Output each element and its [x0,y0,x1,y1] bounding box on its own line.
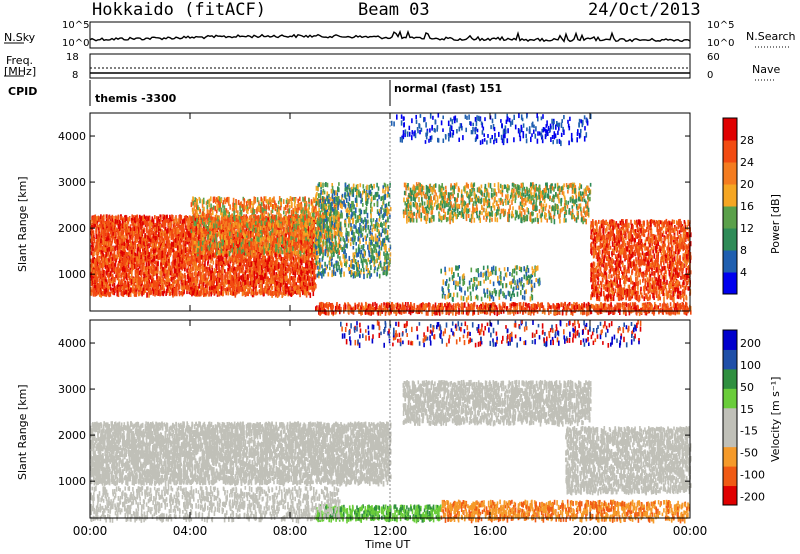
x-tick-label: 00:00 [73,524,108,538]
velocity-colorbar-segment [723,330,737,350]
nsky-panel-frame [89,21,691,49]
velocity-colorbar-segment [723,466,737,487]
x-tick-label: 20:00 [573,524,608,538]
power-panel-ytick-label: 1000 [58,268,86,281]
velocity-colorbar-frame [722,329,738,506]
velocity-echo-high [340,320,642,348]
power-echo-band [402,182,592,225]
power-colorbar-tick: 28 [740,134,754,147]
nsky-tick-top: 10^5 [62,20,89,31]
nsearch-tick-bottom: 10^0 [707,38,734,49]
date-title: 24/Oct/2013 [588,0,701,20]
velocity-colorbar-tick: 100 [740,359,761,372]
velocity-colorbar-segment [723,427,737,448]
nsky-series-line [89,29,691,43]
velocity-colorbar-segment [723,349,737,370]
nsky-tick-bottom: 10^0 [62,38,89,49]
velocity-echo-main [90,421,392,487]
power-colorbar-tick: 12 [740,222,754,235]
power-echo-evening [90,214,317,298]
cpid-label: CPID [8,85,37,98]
velocity-colorbar-tick: 50 [740,381,754,394]
velocity-echo-upper [402,379,592,427]
power-colorbar-segment [723,206,737,229]
freq-tick-top: 18 [66,52,79,63]
freq-label: Freq. [6,54,33,67]
x-tick-label: 00:00 [673,524,708,538]
power-colorbar-segment [723,184,737,207]
velocity-colorbar-tick: -50 [740,447,758,460]
x-tick-label: 16:00 [473,524,508,538]
power-echo-ground [315,301,692,317]
power-colorbar-tick: 16 [740,200,754,213]
nave-tick-bottom: 0 [707,70,713,81]
velocity-echo-lower [90,485,341,524]
power-colorbar-segment [723,118,737,141]
radar-title: Hokkaido (fitACF) [92,0,266,20]
nave-label: Nave [752,63,780,76]
cpid-mode-2: normal (fast) 151 [394,82,502,95]
freq-tick-bottom: 8 [72,70,78,81]
cpid-mode-1: themis -3300 [95,92,176,105]
nsearch-tick-top: 10^5 [707,20,734,31]
velocity-echo-orange [440,499,691,524]
power-echo-morning [590,218,692,303]
nave-tick-top: 60 [707,52,720,63]
power-panel-ytick-label: 3000 [58,176,86,189]
velocity-panel-ytick-label: 3000 [58,383,86,396]
x-tick-label: 12:00 [373,524,408,538]
freq-unit: [MHz] [4,65,36,78]
power-colorbar-tick: 4 [740,266,747,279]
power-colorbar-tick: 8 [740,244,747,257]
velocity-colorbar-segment [723,407,737,428]
power-colorbar-tick: 24 [740,156,754,169]
velocity-panel-ytick-label: 2000 [58,429,86,442]
beam-title: Beam 03 [358,0,430,20]
velocity-panel-ytick-label: 4000 [58,337,86,350]
power-colorbar-segment [723,140,737,163]
velocity-colorbar-segment [723,388,737,409]
velocity-colorbar-tick: -100 [740,468,765,481]
nsearch-label: N.Search [746,30,796,43]
x-axis-label: Time UT [365,538,410,551]
power-colorbar-segment [723,250,737,273]
power-panel-ytick-label: 4000 [58,130,86,143]
power-echo-high [390,113,592,147]
power-colorbar-tick: 20 [740,178,754,191]
power-colorbar-segment [723,228,737,251]
x-tick-label: 04:00 [173,524,208,538]
velocity-colorbar-tick: -15 [740,425,758,438]
velocity-colorbar-tick: -200 [740,490,765,503]
velocity-colorbar-segment [723,485,737,506]
velocity-colorbar-segment [723,446,737,467]
power-colorbar-segment [723,272,737,295]
velocity-panel-ytick-label: 1000 [58,475,86,488]
nsky-label: N.Sky [4,31,35,44]
velocity-colorbar-tick: 200 [740,337,761,350]
x-tick-label: 08:00 [273,524,308,538]
freq-panel-frame [89,53,691,79]
power-colorbar-frame [722,117,738,295]
power-colorbar-segment [723,162,737,185]
power-echo-scatter [315,182,392,280]
velocity-colorbar-segment [723,368,737,389]
power-panel-ytick-label: 2000 [58,222,86,235]
velocity-echo-morning [565,425,692,496]
power-echo-arc [440,265,541,303]
velocity-colorbar-tick: 15 [740,403,754,416]
